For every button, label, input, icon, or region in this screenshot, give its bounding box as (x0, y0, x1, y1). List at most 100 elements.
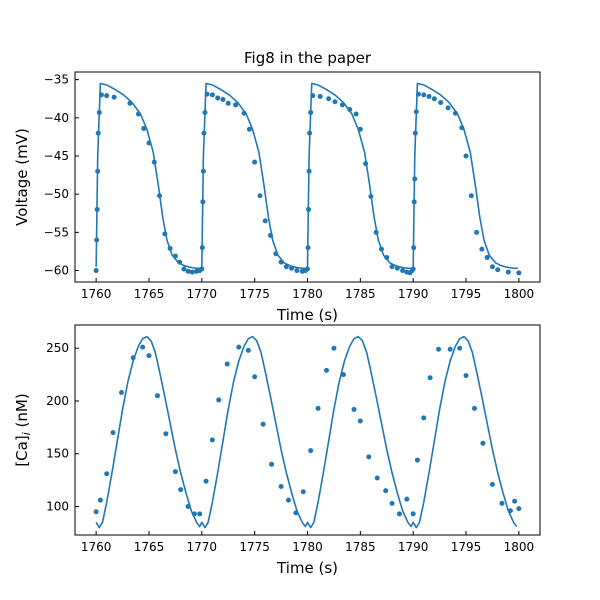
voltage-data-point (289, 265, 295, 271)
calcium-data-point (203, 478, 209, 484)
calcium-model-line-group (95, 335, 518, 529)
voltage-data-point (273, 251, 279, 257)
voltage-data-point (411, 199, 417, 205)
voltage-data-point (445, 105, 451, 111)
calcium-data-point (436, 346, 442, 352)
voltage-x-tick-label: 1770 (187, 287, 218, 301)
voltage-y-tick-label: −50 (44, 187, 69, 201)
calcium-x-tick-label: 1760 (81, 540, 112, 554)
voltage-data-point (220, 96, 226, 102)
voltage-data-point (307, 130, 313, 136)
calcium-x-tick-label: 1775 (239, 540, 270, 554)
voltage-data-point (262, 218, 268, 224)
calcium-data-point (421, 415, 427, 421)
voltage-data-point (201, 130, 207, 136)
voltage-data-points-group (93, 91, 522, 276)
calcium-data-point (209, 437, 215, 443)
calcium-data-point (366, 454, 372, 460)
voltage-data-point (202, 109, 208, 115)
voltage-data-point (94, 237, 100, 243)
voltage-data-point (459, 125, 465, 131)
calcium-data-point (140, 344, 146, 350)
calcium-data-point (119, 390, 124, 396)
voltage-data-point (479, 246, 485, 252)
voltage-data-point (306, 168, 312, 174)
calcium-data-point (110, 430, 116, 436)
calcium-data-point (293, 510, 299, 516)
calcium-data-point (178, 487, 184, 493)
voltage-data-point (474, 229, 480, 235)
calcium-y-tick-label: 200 (46, 394, 69, 408)
voltage-y-tick-label: −60 (44, 264, 69, 278)
voltage-data-point (410, 266, 416, 272)
voltage-data-point (257, 193, 263, 199)
voltage-data-point (413, 109, 419, 115)
calcium-x-tick-label: 1765 (134, 540, 165, 554)
voltage-data-point (373, 229, 379, 235)
calcium-plot-frame (74, 324, 541, 536)
voltage-data-point (308, 109, 314, 115)
calcium-data-point (154, 393, 160, 399)
calcium-data-point (285, 497, 291, 503)
voltage-data-point (468, 193, 474, 199)
voltage-x-tick-label: 1785 (345, 287, 376, 301)
voltage-data-point (305, 245, 311, 251)
voltage-data-point (363, 161, 369, 167)
calcium-data-point (331, 345, 337, 351)
voltage-data-point (98, 92, 104, 98)
voltage-data-point (200, 199, 206, 205)
voltage-data-point (326, 96, 332, 102)
calcium-data-point (480, 440, 486, 446)
calcium-data-point (163, 431, 169, 437)
voltage-data-point (135, 111, 141, 117)
voltage-data-point (438, 100, 444, 106)
voltage-data-point (384, 255, 390, 261)
voltage-data-point (484, 255, 490, 261)
voltage-x-axis-label: Time (s) (276, 306, 338, 324)
calcium-data-point (324, 367, 330, 373)
calcium-data-points-group (93, 344, 522, 517)
voltage-y-tick-label: −35 (44, 73, 69, 87)
calcium-data-point (104, 471, 110, 477)
voltage-y-tick-label: −40 (44, 111, 69, 125)
voltage-data-point (389, 264, 395, 270)
voltage-y-tick-label: −45 (44, 149, 69, 163)
calcium-data-point (516, 506, 522, 512)
voltage-x-tick-label: 1765 (134, 287, 165, 301)
calcium-x-tick-label: 1790 (398, 540, 429, 554)
voltage-data-point (505, 269, 511, 275)
voltage-data-point (268, 232, 274, 238)
voltage-data-point (204, 91, 210, 97)
calcium-data-point (489, 481, 495, 487)
voltage-x-tick-label: 1800 (504, 287, 535, 301)
calcium-data-point (191, 511, 197, 517)
voltage-data-point (252, 159, 258, 165)
voltage-data-point (305, 266, 310, 272)
voltage-data-point (172, 253, 178, 259)
calcium-x-axis-label: Time (s) (276, 559, 338, 577)
voltage-data-point (151, 159, 157, 165)
voltage-data-point (157, 193, 163, 199)
calcium-data-point (414, 457, 420, 463)
voltage-data-point (246, 126, 252, 132)
voltage-data-point (357, 126, 363, 132)
calcium-data-point (260, 421, 266, 427)
calcium-model-line (95, 335, 518, 529)
voltage-x-tick-label: 1795 (451, 287, 482, 301)
voltage-data-point (283, 264, 289, 270)
voltage-data-point (225, 100, 231, 106)
voltage-x-tick-label: 1775 (239, 287, 270, 301)
voltage-data-point (241, 110, 247, 116)
voltage-data-point (332, 99, 338, 105)
calcium-data-point (252, 374, 258, 380)
calcium-data-point (315, 405, 321, 411)
calcium-data-point (278, 483, 284, 489)
voltage-data-point (177, 259, 183, 265)
calcium-data-point (172, 469, 178, 475)
voltage-data-point (95, 130, 101, 136)
calcium-data-point (269, 461, 275, 467)
voltage-data-point (278, 259, 284, 265)
calcium-data-point (185, 504, 191, 510)
calcium-y-axis-label: [Ca]i (nM) (13, 393, 33, 466)
